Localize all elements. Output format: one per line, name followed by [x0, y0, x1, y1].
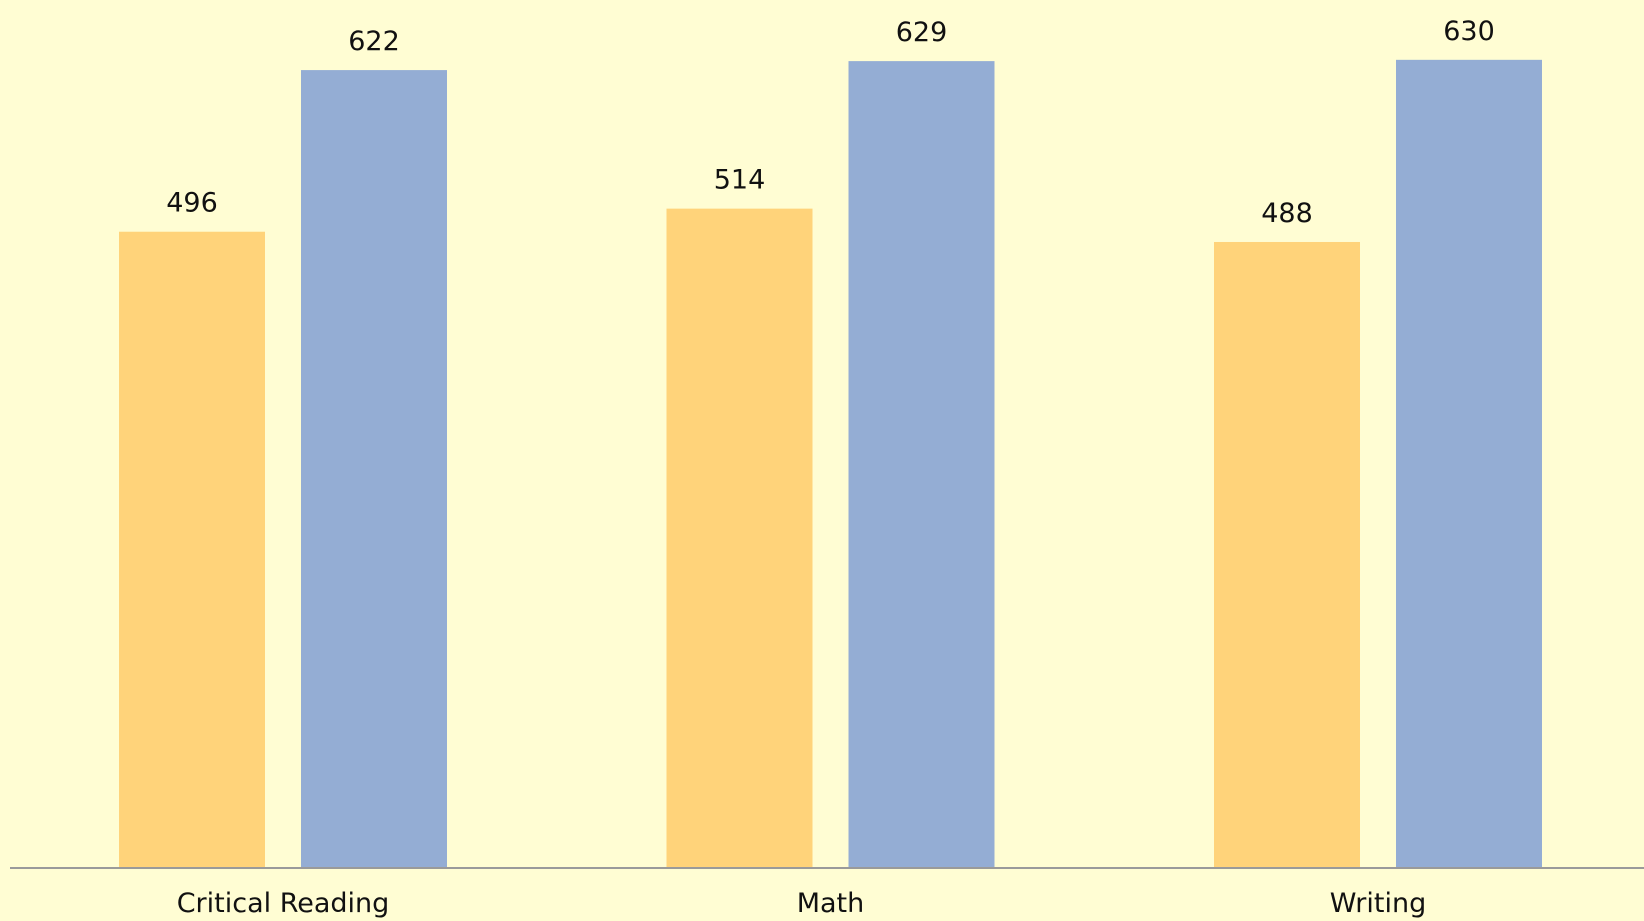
bar-writing-series-1 [1214, 241, 1360, 869]
data-label-math-series-2: 629 [896, 17, 948, 48]
x-tick-label-writing: Writing [1330, 888, 1426, 919]
data-label-critical-reading-series-1: 496 [166, 188, 218, 219]
x-tick-label-math: Math [797, 888, 865, 919]
data-label-math-series-1: 514 [714, 165, 766, 196]
bar-critical-reading-series-1 [119, 231, 265, 869]
labels-layer: 496 622 Critical Reading 514 629 Math 488 630 Wr… [166, 16, 1495, 919]
data-label-writing-series-2: 630 [1443, 16, 1495, 47]
data-label-critical-reading-series-2: 622 [348, 26, 400, 57]
x-tick-label-critical-reading: Critical Reading [177, 888, 390, 919]
bar-writing-series-2 [1396, 59, 1542, 868]
bar-math-series-1 [666, 208, 813, 868]
bar-critical-reading-series-2 [301, 70, 447, 868]
data-label-writing-series-1: 488 [1261, 198, 1313, 229]
bar-math-series-2 [848, 61, 995, 868]
bars-layer [119, 59, 1542, 869]
